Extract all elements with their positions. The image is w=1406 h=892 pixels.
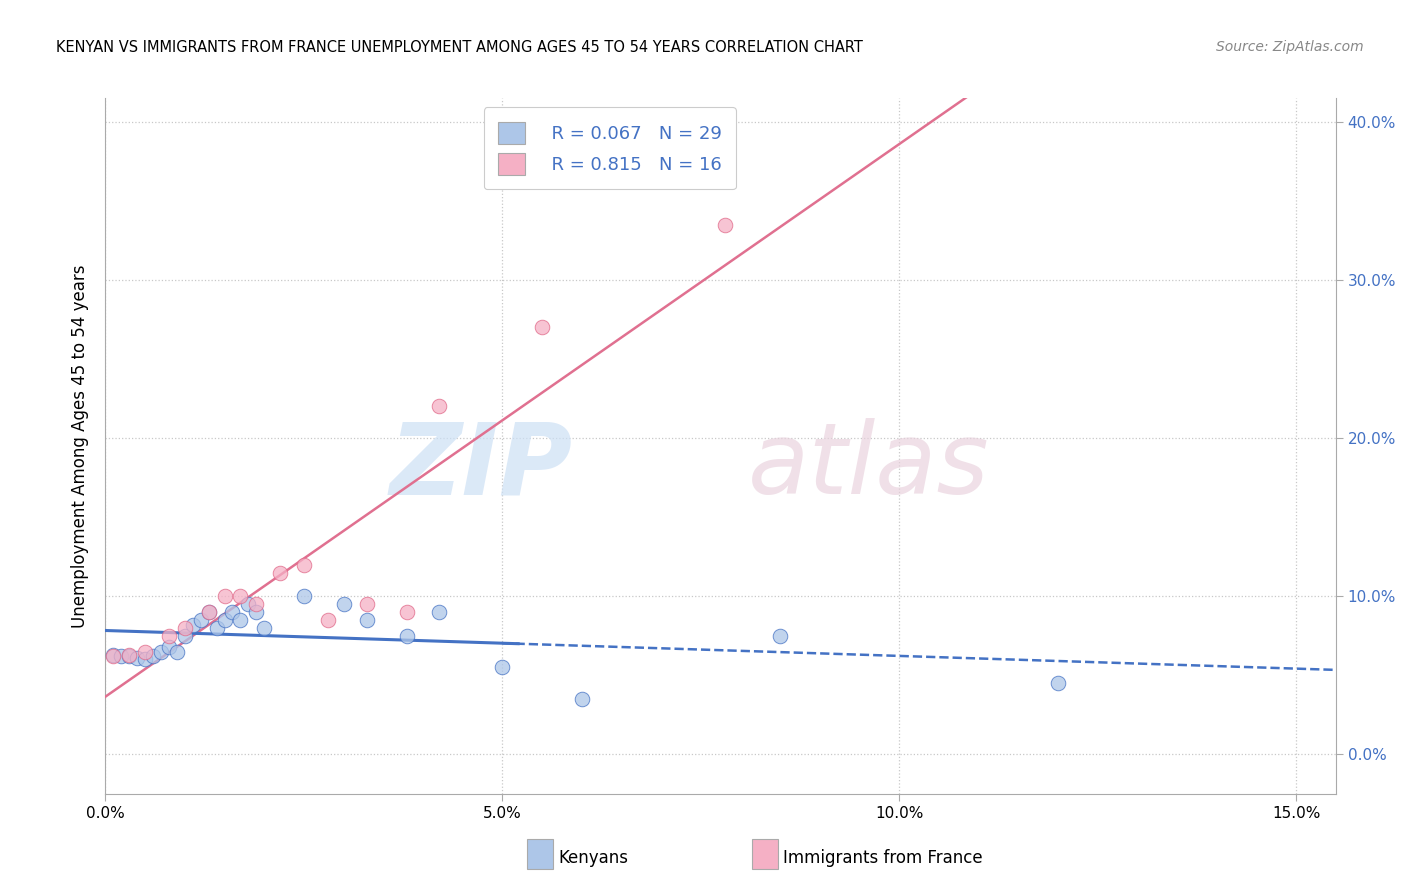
Point	[1046, 676, 1069, 690]
Point	[571, 692, 593, 706]
Point	[769, 629, 792, 643]
Point	[157, 629, 180, 643]
Legend:   R = 0.067   N = 29,   R = 0.815   N = 16: R = 0.067 N = 29, R = 0.815 N = 16	[484, 107, 735, 189]
Point	[118, 649, 141, 664]
Text: Immigrants from France: Immigrants from France	[783, 849, 983, 867]
Point	[134, 652, 156, 666]
Point	[173, 621, 195, 635]
Point	[166, 644, 188, 658]
Point	[103, 649, 125, 664]
Point	[197, 605, 219, 619]
Point	[110, 649, 132, 664]
Point	[118, 648, 141, 662]
Point	[316, 613, 339, 627]
Point	[205, 621, 228, 635]
Point	[229, 613, 252, 627]
Point	[214, 613, 236, 627]
Text: Source: ZipAtlas.com: Source: ZipAtlas.com	[1216, 40, 1364, 54]
Point	[221, 605, 243, 619]
Point	[103, 648, 125, 662]
Point	[356, 597, 378, 611]
Text: KENYAN VS IMMIGRANTS FROM FRANCE UNEMPLOYMENT AMONG AGES 45 TO 54 YEARS CORRELAT: KENYAN VS IMMIGRANTS FROM FRANCE UNEMPLO…	[56, 40, 863, 55]
Point	[292, 558, 315, 572]
Y-axis label: Unemployment Among Ages 45 to 54 years: Unemployment Among Ages 45 to 54 years	[72, 264, 90, 628]
Point	[396, 605, 419, 619]
Point	[292, 589, 315, 603]
Point	[173, 629, 195, 643]
Point	[238, 597, 260, 611]
Point	[157, 640, 180, 654]
Point	[142, 649, 165, 664]
Text: Kenyans: Kenyans	[558, 849, 628, 867]
Point	[491, 660, 513, 674]
Point	[229, 589, 252, 603]
Point	[190, 613, 212, 627]
Point	[530, 320, 553, 334]
Point	[245, 605, 267, 619]
Point	[269, 566, 291, 580]
Point	[427, 400, 450, 414]
Point	[197, 605, 219, 619]
Point	[332, 597, 354, 611]
Point	[253, 621, 276, 635]
Point	[134, 644, 156, 658]
Text: atlas: atlas	[748, 418, 988, 516]
Point	[127, 651, 149, 665]
Point	[427, 605, 450, 619]
Text: ZIP: ZIP	[389, 418, 574, 516]
Point	[396, 629, 419, 643]
Point	[356, 613, 378, 627]
Point	[181, 617, 204, 632]
Point	[150, 644, 173, 658]
Point	[713, 218, 735, 232]
Point	[245, 597, 267, 611]
Point	[214, 589, 236, 603]
